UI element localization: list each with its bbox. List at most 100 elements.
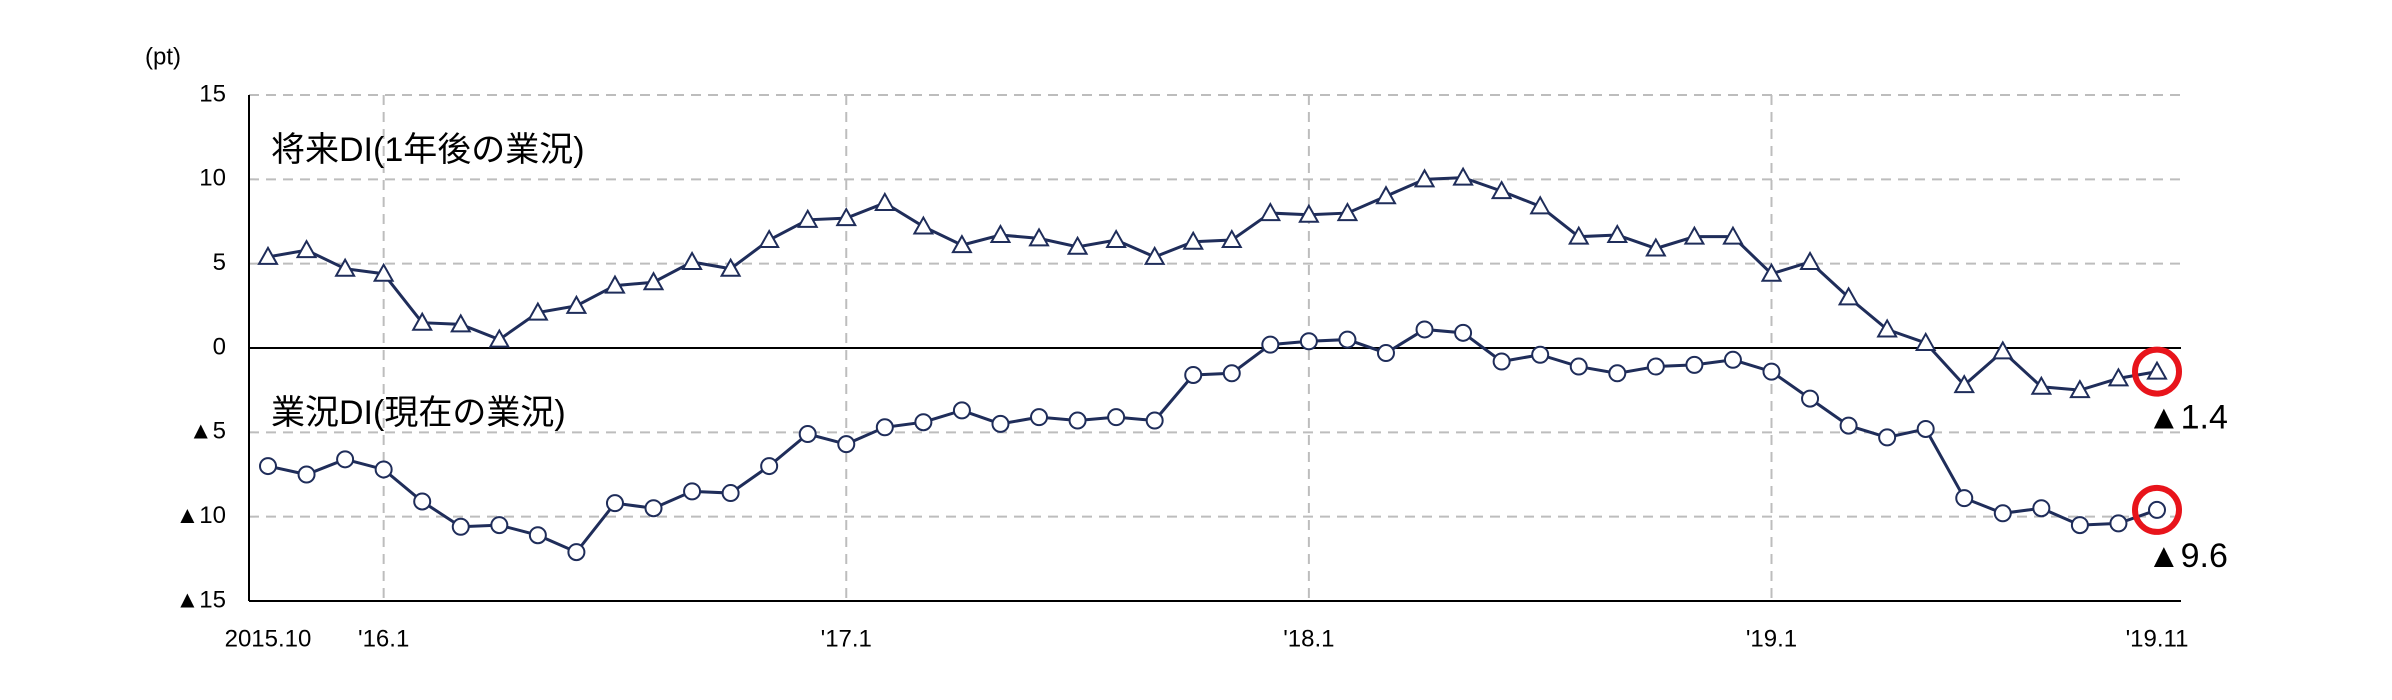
marker bbox=[719, 257, 742, 277]
y-tick-label: ▲15 bbox=[176, 586, 226, 613]
marker bbox=[683, 482, 702, 501]
marker bbox=[1375, 185, 1397, 205]
marker bbox=[1336, 202, 1359, 222]
marker bbox=[2032, 499, 2051, 518]
marker bbox=[1376, 344, 1395, 363]
marker bbox=[875, 418, 894, 437]
end-label: ▲1.4 bbox=[2147, 399, 2228, 437]
marker bbox=[567, 543, 586, 562]
marker bbox=[1914, 331, 1937, 351]
marker bbox=[1143, 245, 1166, 265]
marker bbox=[758, 229, 780, 249]
marker bbox=[1261, 335, 1280, 354]
marker bbox=[1762, 362, 1781, 381]
marker bbox=[1105, 229, 1127, 249]
marker bbox=[1568, 225, 1590, 245]
marker bbox=[989, 223, 1012, 243]
marker bbox=[334, 257, 356, 277]
marker bbox=[490, 516, 509, 535]
marker bbox=[1876, 318, 1898, 338]
marker bbox=[952, 401, 971, 420]
marker bbox=[528, 526, 547, 545]
marker bbox=[1799, 250, 1821, 270]
marker bbox=[837, 435, 856, 454]
marker bbox=[1646, 357, 1665, 376]
marker bbox=[1298, 203, 1320, 223]
marker bbox=[1107, 408, 1126, 427]
marker bbox=[336, 450, 355, 469]
marker bbox=[527, 301, 549, 321]
marker bbox=[2069, 379, 2091, 399]
series-label: 将来DI(1年後の業況) bbox=[271, 131, 585, 169]
marker bbox=[644, 499, 663, 518]
x-tick-label: 2015.10 bbox=[225, 625, 312, 652]
marker bbox=[1068, 411, 1087, 430]
x-tick-label: '19.11 bbox=[2126, 625, 2189, 652]
series-line bbox=[267, 327, 2158, 554]
end-label: ▲9.6 bbox=[2147, 537, 2228, 575]
marker bbox=[1492, 352, 1511, 371]
x-tick-label: '16.1 bbox=[358, 625, 409, 652]
marker bbox=[2148, 500, 2166, 519]
marker bbox=[1221, 229, 1243, 249]
marker bbox=[1606, 223, 1628, 243]
marker bbox=[2109, 514, 2128, 533]
marker bbox=[1066, 235, 1089, 255]
marker bbox=[1338, 330, 1357, 349]
marker bbox=[2146, 360, 2168, 380]
marker bbox=[1839, 416, 1858, 435]
x-tick-label: '18.1 bbox=[1283, 625, 1334, 652]
marker bbox=[1722, 225, 1744, 245]
marker bbox=[413, 492, 432, 511]
marker bbox=[1723, 350, 1742, 369]
marker bbox=[1030, 408, 1049, 427]
marker bbox=[1529, 195, 1551, 215]
marker bbox=[914, 413, 933, 432]
marker bbox=[991, 414, 1010, 433]
marker bbox=[565, 294, 588, 314]
marker bbox=[372, 262, 395, 282]
marker bbox=[1645, 237, 1667, 257]
marker bbox=[1916, 419, 1935, 438]
marker bbox=[1452, 166, 1474, 186]
marker bbox=[1413, 168, 1436, 188]
marker bbox=[605, 494, 624, 513]
marker bbox=[411, 311, 433, 331]
unit-label: (pt) bbox=[145, 43, 181, 70]
marker bbox=[257, 245, 279, 265]
highlight-circle bbox=[2132, 484, 2182, 535]
marker bbox=[1028, 227, 1050, 247]
marker bbox=[1992, 340, 2014, 360]
marker bbox=[1184, 365, 1203, 384]
series-line bbox=[267, 176, 2158, 392]
marker bbox=[798, 425, 817, 444]
marker bbox=[1259, 202, 1282, 222]
marker bbox=[1878, 428, 1897, 447]
marker bbox=[797, 208, 819, 228]
marker bbox=[681, 250, 703, 270]
marker bbox=[374, 460, 393, 479]
marker bbox=[1685, 355, 1704, 374]
marker bbox=[721, 484, 740, 503]
marker bbox=[488, 328, 511, 348]
marker bbox=[1993, 504, 2012, 523]
marker bbox=[2107, 367, 2130, 387]
x-tick-label: '17.1 bbox=[821, 625, 872, 652]
marker bbox=[2070, 516, 2089, 535]
marker bbox=[295, 239, 318, 259]
marker bbox=[1454, 323, 1473, 342]
y-tick-label: 10 bbox=[199, 165, 226, 192]
marker bbox=[1145, 411, 1164, 430]
marker bbox=[760, 457, 779, 476]
marker bbox=[642, 271, 665, 291]
y-tick-label: ▲5 bbox=[189, 418, 226, 445]
marker bbox=[1801, 389, 1820, 408]
series-label: 業況DI(現在の業況) bbox=[271, 394, 566, 432]
highlight-circle bbox=[2132, 346, 2182, 397]
marker bbox=[1955, 489, 1974, 508]
marker bbox=[912, 215, 935, 235]
marker bbox=[1299, 332, 1318, 351]
marker bbox=[1683, 225, 1706, 245]
marker bbox=[1760, 262, 1783, 282]
